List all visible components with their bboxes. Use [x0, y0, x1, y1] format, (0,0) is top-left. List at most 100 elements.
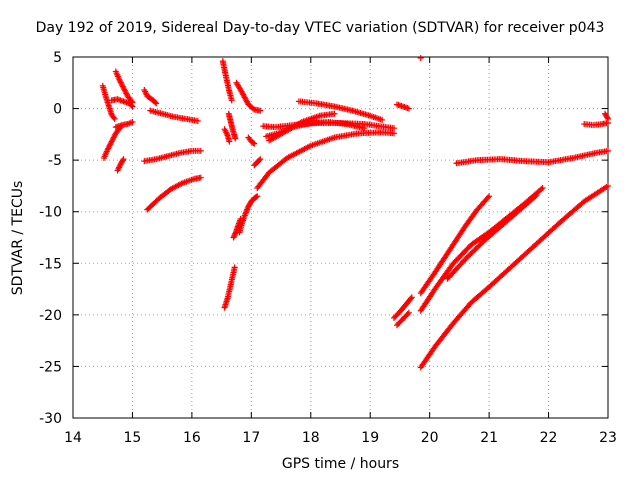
data-point [120, 156, 127, 163]
y-tick-label: -20 [39, 308, 62, 324]
data-point [107, 139, 114, 146]
series-arc-4 [108, 96, 136, 110]
data-point [361, 125, 368, 132]
x-tick-label: 18 [302, 430, 320, 446]
tick-labels: 14 15 16 17 18 19 20 21 22 23 5 0 -5 -10 -15 -20 -25 -30 [39, 50, 617, 446]
series-arc-20 [254, 129, 397, 191]
x-tick-label: 17 [242, 430, 260, 446]
data-point [228, 97, 235, 104]
data-point [105, 144, 112, 151]
data-point [122, 89, 129, 96]
data-point [257, 156, 264, 163]
data-point [108, 138, 115, 145]
series-arc-8 [147, 107, 201, 124]
data-point [232, 135, 239, 142]
data-point [250, 139, 257, 146]
data-point [538, 186, 545, 193]
data-point [152, 99, 159, 106]
y-tick-label: 0 [53, 102, 62, 118]
series-arc-23 [266, 110, 338, 144]
data-point [111, 133, 118, 140]
data-point [253, 193, 260, 200]
data-point [250, 105, 257, 112]
data-point [116, 76, 123, 83]
series-arc-13 [225, 110, 239, 142]
data-point [117, 78, 124, 85]
data-point [110, 135, 117, 142]
data-point [379, 116, 386, 123]
series-arc-28 [393, 309, 412, 329]
series-arc-18 [245, 134, 258, 147]
data-point [111, 115, 118, 122]
series-arc-33 [453, 147, 611, 167]
series-arc-2 [100, 124, 124, 162]
y-tick-label: -15 [39, 256, 62, 272]
x-tick-label: 16 [183, 430, 201, 446]
series-arc-16 [233, 79, 264, 114]
data-point [104, 146, 111, 153]
data-point [197, 147, 204, 154]
series-arc-12 [221, 126, 233, 145]
series-arc-19 [251, 156, 264, 169]
data-point [226, 138, 233, 145]
x-tick-label: 22 [540, 430, 558, 446]
plot-border [72, 56, 609, 419]
x-tick-label: 20 [421, 430, 439, 446]
series-arc-29 [417, 193, 493, 297]
x-tick-label: 21 [480, 430, 498, 446]
data-point [109, 137, 116, 144]
x-tick-label: 14 [64, 430, 82, 446]
y-tick-label: -5 [48, 153, 62, 169]
data-point [194, 117, 201, 124]
data-point [121, 87, 128, 94]
data-point [486, 193, 493, 200]
data-point [110, 114, 117, 121]
data-point [405, 309, 412, 316]
x-tick-label: 19 [361, 430, 379, 446]
series-arc-9 [141, 147, 204, 165]
y-tick-label: -30 [39, 411, 62, 427]
data-point [532, 193, 539, 200]
series-arc-27 [391, 294, 415, 321]
tick-marks [72, 56, 609, 419]
series-arc-31 [444, 192, 540, 282]
data-point [391, 125, 397, 132]
data-points [99, 55, 611, 371]
y-tick-label: -25 [39, 359, 62, 375]
series-arc-3 [112, 68, 136, 106]
data-point [120, 84, 127, 91]
series-arc-32 [417, 182, 611, 371]
data-point [153, 100, 160, 107]
data-point [129, 103, 136, 110]
data-point [404, 311, 411, 318]
data-point [119, 83, 126, 90]
data-point [539, 184, 546, 191]
series-arc-7 [141, 87, 160, 107]
data-point [254, 193, 261, 200]
data-point [417, 55, 424, 62]
data-point [119, 82, 126, 89]
series-arc-11 [219, 58, 235, 104]
data-point [405, 105, 412, 112]
series-arc-17 [236, 193, 261, 236]
data-point [105, 145, 112, 152]
data-point [123, 90, 130, 97]
data-point [533, 192, 540, 199]
data-point [119, 157, 126, 164]
data-point [129, 118, 136, 125]
data-point [407, 295, 414, 302]
series-arc-10 [144, 174, 204, 213]
data-point [256, 157, 263, 164]
series-arc-14 [221, 264, 238, 311]
series-arc-26 [417, 55, 424, 62]
y-tick-label: -10 [39, 205, 62, 221]
data-point [391, 130, 397, 137]
data-point [408, 294, 415, 301]
data-point [604, 114, 611, 121]
data-point [197, 174, 204, 181]
data-point [118, 80, 125, 87]
plot-frame [72, 56, 609, 419]
series-arc-35 [602, 110, 611, 122]
series-arc-25 [393, 101, 412, 112]
